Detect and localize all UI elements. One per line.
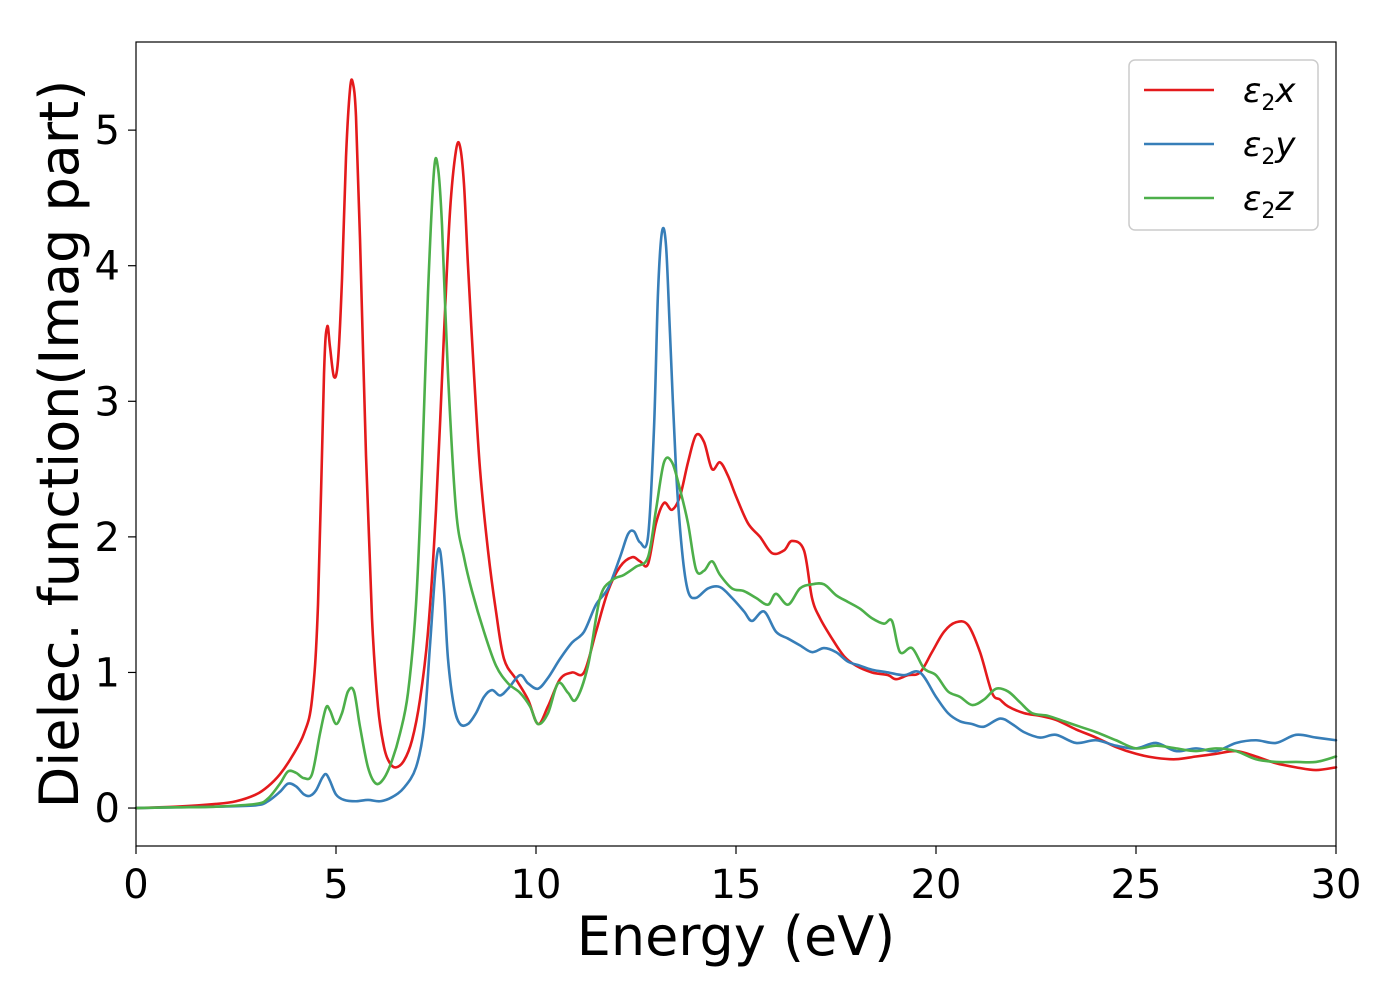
x-tick-label: 5	[323, 862, 348, 908]
legend-label-z: ε2z	[1243, 179, 1294, 224]
y-tick-label: 5	[95, 108, 120, 154]
legend-label-y: ε2y	[1243, 125, 1296, 170]
x-tick-label: 15	[711, 862, 762, 908]
y-tick-label: 2	[95, 515, 120, 561]
legend-label-x: ε2x	[1243, 71, 1296, 116]
series-layer	[134, 78, 1338, 810]
series-line-y	[134, 226, 1338, 810]
series-line-z	[134, 156, 1338, 810]
y-tick-label: 0	[95, 786, 120, 832]
x-tick-label: 0	[123, 862, 148, 908]
x-axis-title: Energy (eV)	[577, 905, 896, 968]
x-tick-label: 10	[511, 862, 562, 908]
y-tick-label: 3	[95, 379, 120, 425]
x-tick-label: 20	[911, 862, 962, 908]
y-tick-label: 1	[95, 650, 120, 696]
y-axis-ticks: 0 1 2 3 4 5	[95, 108, 136, 832]
x-axis-ticks: 0 5 10 15 20 25 30	[123, 846, 1361, 908]
y-tick-label: 4	[95, 244, 120, 290]
x-tick-label: 30	[1311, 862, 1362, 908]
legend: ε2x ε2y ε2z	[1128, 59, 1319, 231]
x-tick-label: 25	[1111, 862, 1162, 908]
legend-box	[1128, 59, 1319, 231]
y-axis-title: Dielec. function(Imag part)	[28, 80, 91, 809]
